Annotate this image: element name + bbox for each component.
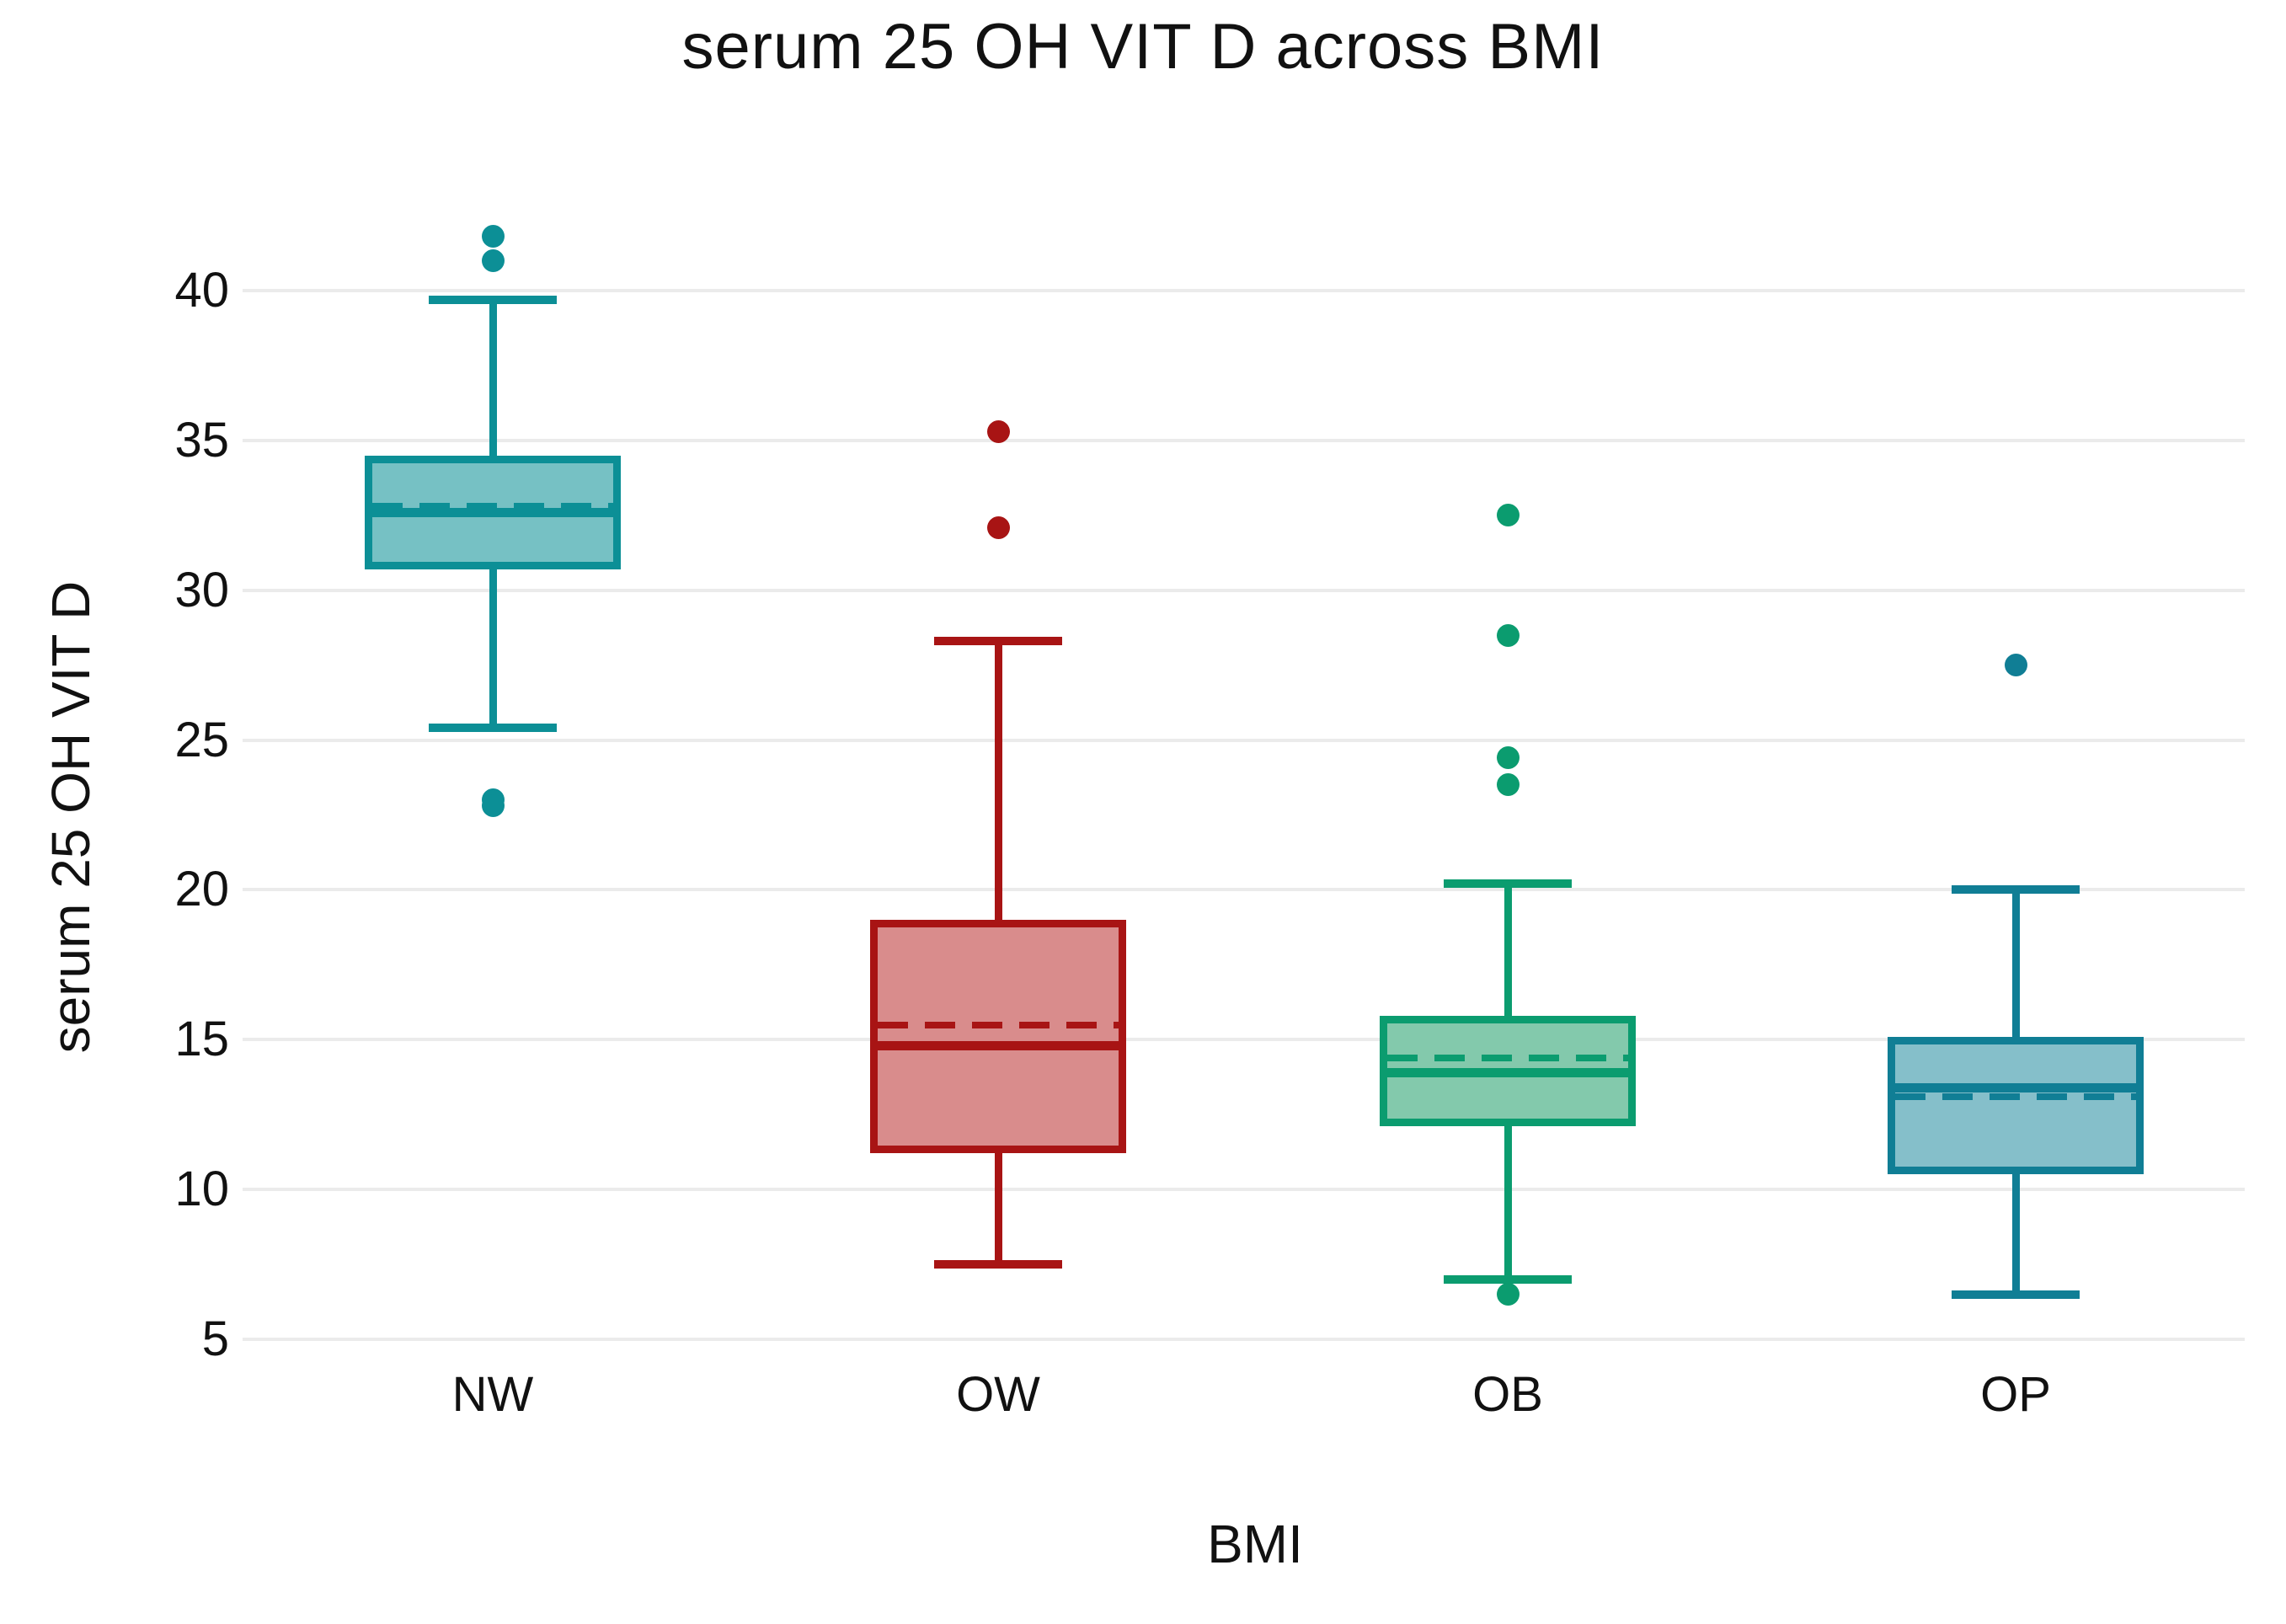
chart-title: serum 25 OH VIT D across BMI	[681, 11, 1605, 83]
whisker-stem-upper	[489, 299, 497, 456]
y-gridline	[243, 1038, 2245, 1042]
y-gridline	[243, 438, 2245, 442]
outlier-point	[986, 419, 1010, 443]
y-tick-label: 10	[174, 1162, 229, 1217]
whisker-stem-upper	[1504, 884, 1512, 1016]
outlier-point	[1496, 504, 1520, 527]
y-tick-label: 20	[174, 862, 229, 917]
outlier-point	[986, 516, 1010, 539]
outlier-point	[481, 225, 505, 248]
mean-line	[1895, 1092, 2136, 1100]
outlier-point	[481, 248, 505, 272]
outlier-point	[481, 794, 505, 818]
iqr-box	[870, 920, 1126, 1154]
y-tick-label: 25	[174, 712, 229, 767]
y-tick-label: 40	[174, 263, 229, 318]
x-category-label: OP	[1980, 1367, 2051, 1422]
y-gridline	[243, 1188, 2245, 1192]
outlier-point	[2004, 654, 2027, 677]
y-tick-label: 30	[174, 562, 229, 617]
whisker-stem-lower	[2011, 1174, 2020, 1295]
x-category-label: NW	[451, 1367, 534, 1422]
y-gridline	[243, 588, 2245, 592]
whisker-cap-upper	[1444, 879, 1572, 889]
y-tick-label: 15	[174, 1012, 229, 1067]
mean-line	[878, 1021, 1119, 1028]
whisker-cap-lower	[934, 1260, 1062, 1269]
whisker-stem-upper	[2011, 889, 2020, 1037]
outlier-point	[1496, 623, 1520, 647]
whisker-stem-upper	[994, 641, 1002, 920]
whisker-cap-lower	[1952, 1290, 2080, 1299]
y-gridline	[243, 1338, 2245, 1341]
iqr-box	[1888, 1036, 2144, 1175]
y-tick-label: 5	[201, 1311, 229, 1366]
median-line	[878, 1041, 1119, 1051]
y-gridline	[243, 289, 2245, 292]
whisker-cap-upper	[429, 295, 557, 304]
y-tick-label: 35	[174, 412, 229, 467]
x-axis-title: BMI	[1207, 1514, 1303, 1574]
whisker-cap-upper	[1952, 885, 2080, 895]
outlier-point	[1496, 746, 1520, 770]
whisker-cap-lower	[1444, 1274, 1572, 1284]
y-gridline	[243, 738, 2245, 742]
whisker-stem-lower	[489, 569, 497, 729]
mean-line	[1387, 1054, 1628, 1061]
whisker-cap-lower	[429, 724, 557, 733]
median-line	[1387, 1068, 1628, 1078]
outlier-point	[1496, 773, 1520, 797]
median-line	[1895, 1083, 2136, 1093]
outlier-point	[1496, 1283, 1520, 1306]
whisker-cap-upper	[934, 637, 1062, 646]
median-line	[372, 508, 613, 518]
x-category-label: OB	[1472, 1367, 1543, 1422]
whisker-stem-lower	[1504, 1126, 1512, 1279]
y-gridline	[243, 888, 2245, 892]
whisker-stem-lower	[994, 1153, 1002, 1265]
mean-line	[372, 503, 613, 510]
x-category-label: OW	[956, 1367, 1040, 1422]
